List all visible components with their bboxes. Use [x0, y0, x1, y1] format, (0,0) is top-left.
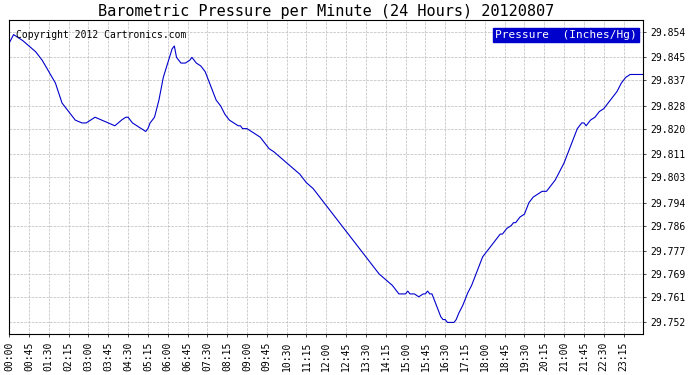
Text: Pressure  (Inches/Hg): Pressure (Inches/Hg): [495, 30, 637, 40]
Title: Barometric Pressure per Minute (24 Hours) 20120807: Barometric Pressure per Minute (24 Hours…: [98, 4, 554, 19]
Text: Copyright 2012 Cartronics.com: Copyright 2012 Cartronics.com: [15, 30, 186, 40]
